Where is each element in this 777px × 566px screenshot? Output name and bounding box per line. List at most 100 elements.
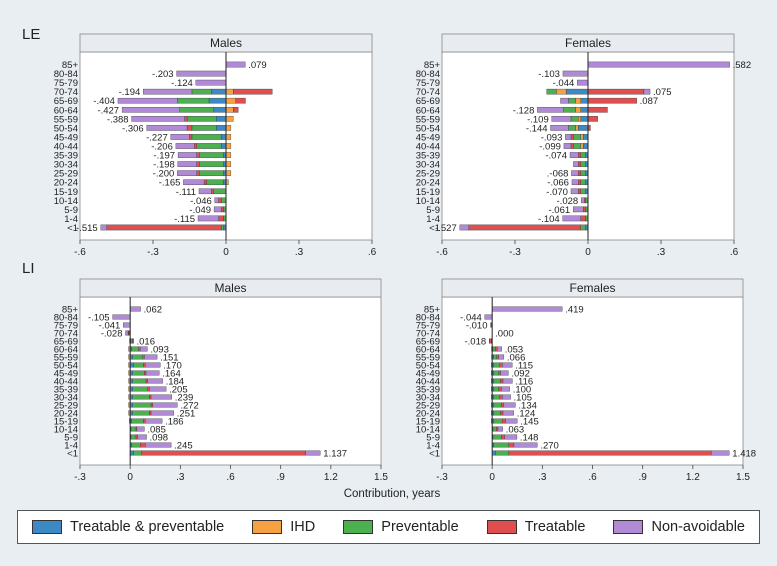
bar-segment-treatable-preventable-le-males bbox=[208, 97, 227, 104]
x-tick-label-le-females: .3 bbox=[657, 247, 666, 258]
bar-segment-treatable-li-females bbox=[498, 386, 502, 392]
x-tick-label-li-males: -.3 bbox=[74, 472, 86, 483]
y-category-label-le-females: 30-34 bbox=[416, 160, 440, 171]
bar-segment-treatable-le-females bbox=[578, 179, 581, 186]
bar-segment-ihd-le-females bbox=[575, 125, 579, 131]
total-value-label-le-females: -.128 bbox=[513, 105, 535, 116]
bar-segment-ihd-le-males bbox=[225, 125, 232, 131]
bar-segment-treatable-le-males bbox=[203, 179, 207, 186]
bar-segment-treatable-preventable-li-males bbox=[129, 450, 134, 456]
total-value-label-li-females: -.018 bbox=[465, 337, 487, 348]
bar-segment-non-avoidable-le-females bbox=[551, 116, 572, 122]
bar-segment-treatable-preventable-le-males bbox=[220, 143, 227, 149]
total-value-label-le-males: -.404 bbox=[93, 96, 115, 107]
bar-segment-treatable-preventable-le-females bbox=[582, 143, 589, 149]
panel-title-li-males: Males bbox=[214, 281, 246, 295]
panel-le-males: Males -.6 -.3 0 .3 .6 85+ .079 80-84 -.203 75-79 -.… bbox=[54, 33, 377, 258]
total-value-label-le-males: .079 bbox=[248, 60, 267, 71]
bar-segment-preventable-li-females bbox=[493, 402, 502, 408]
bar-segment-treatable-le-males bbox=[196, 170, 200, 176]
charts-group: Males -.6 -.3 0 .3 .6 85+ .079 80-84 -.203 75-79 -.… bbox=[54, 33, 756, 483]
y-category-label-li-males: 75-79 bbox=[54, 321, 78, 332]
y-category-label-le-males: 85+ bbox=[62, 60, 79, 71]
bar-segment-treatable-le-females bbox=[468, 224, 581, 231]
x-tick-label-li-females: 1.2 bbox=[686, 472, 700, 483]
bar-segment-non-avoidable-le-males bbox=[214, 197, 219, 204]
bar-segment-non-avoidable-le-males bbox=[143, 88, 193, 95]
total-value-label-le-males: -.165 bbox=[159, 178, 181, 189]
bar-segment-ihd-le-males bbox=[225, 116, 234, 122]
total-value-label-le-males: -.227 bbox=[146, 132, 168, 143]
y-category-label-le-females: 65-69 bbox=[416, 96, 440, 107]
bar-segment-treatable-preventable-li-females bbox=[491, 450, 496, 456]
bar-segment-non-avoidable-le-females bbox=[562, 70, 589, 77]
bar-segment-non-avoidable-li-males bbox=[150, 394, 172, 400]
bar-segment-non-avoidable-le-females bbox=[562, 215, 581, 222]
total-value-label-li-males: .272 bbox=[180, 401, 199, 412]
y-category-label-le-females: <1 bbox=[429, 223, 440, 234]
bar-segment-non-avoidable-li-males bbox=[132, 338, 134, 344]
y-category-label-li-females: 75-79 bbox=[416, 321, 440, 332]
bar-segment-treatable-preventable-le-males bbox=[216, 116, 227, 122]
bar-segment-preventable-li-females bbox=[493, 386, 500, 392]
bar-segment-preventable-li-females bbox=[492, 426, 497, 432]
bar-segment-ihd-le-males bbox=[225, 161, 232, 167]
bar-segment-non-avoidable-li-females bbox=[505, 418, 518, 424]
y-category-label-li-females: 45-49 bbox=[416, 369, 440, 380]
total-value-label-le-males: -.198 bbox=[153, 160, 175, 171]
total-value-label-li-males: .016 bbox=[137, 337, 156, 348]
legend-item-preventable: Preventable bbox=[343, 519, 459, 535]
bar-segment-treatable-le-females bbox=[587, 106, 608, 113]
bar-segment-ihd-le-females bbox=[578, 116, 581, 122]
bar-segment-non-avoidable-le-males bbox=[176, 70, 227, 77]
legend-label-non-avoidable: Non-avoidable bbox=[651, 519, 745, 535]
bar-segment-non-avoidable-le-females bbox=[571, 170, 579, 176]
bar-segment-preventable-li-females bbox=[493, 418, 503, 424]
total-value-label-li-females: .145 bbox=[520, 417, 539, 428]
bar-segment-preventable-li-females bbox=[493, 378, 501, 384]
bar-segment-preventable-le-males bbox=[191, 88, 212, 95]
total-value-label-le-females: -.104 bbox=[538, 214, 560, 225]
bar-segment-treatable-li-females bbox=[496, 354, 499, 360]
total-value-label-li-females: .053 bbox=[505, 345, 524, 356]
bar-segment-non-avoidable-le-females bbox=[565, 134, 572, 140]
x-tick-label-le-males: -.6 bbox=[74, 247, 86, 258]
total-value-label-le-males: -.115 bbox=[174, 214, 195, 225]
bar-segment-non-avoidable-le-males bbox=[183, 179, 205, 186]
bar-segment-non-avoidable-le-males bbox=[146, 125, 188, 131]
y-category-label-le-females: 20-24 bbox=[416, 178, 440, 189]
total-value-label-li-males: .151 bbox=[160, 353, 179, 364]
bar-segment-non-avoidable-li-males bbox=[149, 386, 167, 392]
x-tick-label-li-females: .3 bbox=[538, 472, 547, 483]
bar-segment-ihd-le-males bbox=[225, 106, 234, 113]
x-tick-label-li-males: 0 bbox=[127, 472, 133, 483]
bar-segment-preventable-li-males bbox=[133, 450, 143, 456]
x-tick-label-le-females: -.3 bbox=[509, 247, 521, 258]
bar-segment-treatable-le-males bbox=[196, 161, 200, 167]
total-value-label-li-females: 1.418 bbox=[732, 449, 756, 460]
bar-segment-treatable-le-males bbox=[106, 224, 222, 231]
bar-segment-treatable-preventable-le-females bbox=[580, 106, 589, 113]
bar-segment-treatable-preventable-le-females bbox=[580, 116, 589, 122]
bar-segment-non-avoidable-li-females bbox=[484, 314, 493, 320]
y-category-label-le-males: 45-49 bbox=[54, 132, 78, 143]
bar-segment-treatable-li-females bbox=[500, 378, 504, 384]
y-category-label-le-females: 60-64 bbox=[416, 105, 440, 116]
bar-segment-treatable-preventable-le-females bbox=[565, 88, 589, 95]
bar-segment-non-avoidable-li-females bbox=[503, 402, 516, 408]
bar-segment-non-avoidable-le-females bbox=[587, 61, 730, 68]
y-category-label-li-males: 70-74 bbox=[54, 329, 78, 340]
bar-segment-treatable-li-males bbox=[144, 370, 147, 376]
bar-segment-non-avoidable-li-females bbox=[502, 362, 513, 368]
bar-segment-treatable-le-males bbox=[233, 88, 273, 95]
y-category-label-le-females: 40-44 bbox=[416, 142, 440, 153]
bar-segment-treatable-li-females bbox=[501, 402, 505, 408]
bar-segment-preventable-le-males bbox=[199, 161, 224, 167]
y-category-label-le-males: 15-19 bbox=[54, 187, 78, 198]
y-category-label-le-males: 80-84 bbox=[54, 69, 78, 80]
bar-segment-treatable-le-males bbox=[194, 143, 197, 149]
bar-segment-treatable-le-males bbox=[218, 197, 222, 204]
total-value-label-le-females: -.527 bbox=[435, 223, 457, 234]
bar-segment-treatable-le-females bbox=[578, 152, 581, 158]
x-tick-label-le-females: 0 bbox=[585, 247, 591, 258]
